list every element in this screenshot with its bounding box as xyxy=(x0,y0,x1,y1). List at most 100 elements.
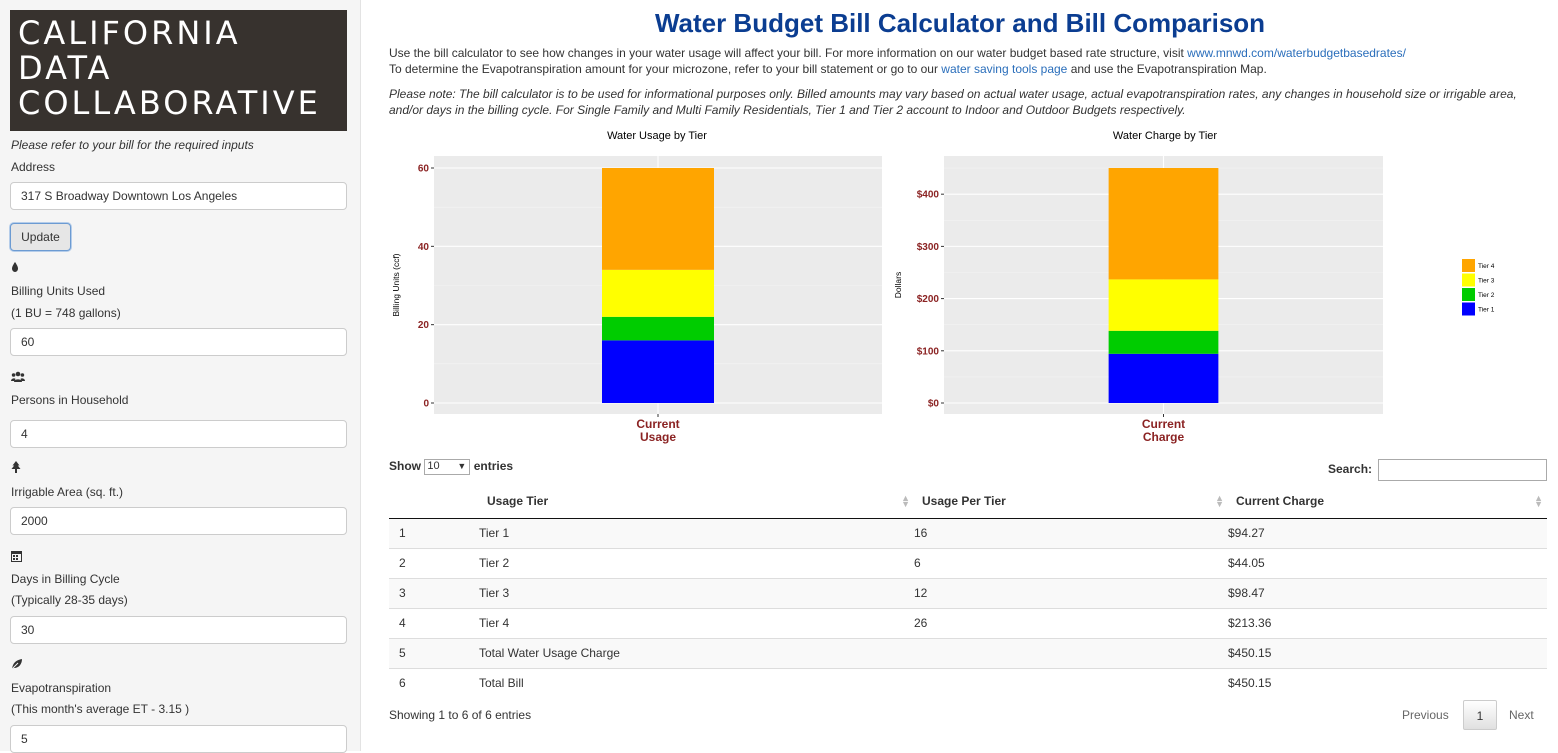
rate-structure-link[interactable]: www.mnwd.com/waterbudgetbasedrates/ xyxy=(1187,46,1406,60)
table-header-row: Usage Tier ▲ ▼ Usage Per Tier ▲ ▼ Current Ch… xyxy=(389,485,1547,519)
evapotranspiration-sublabel: (This month's average ET - 3.15 ) xyxy=(11,702,190,716)
cell-index: 4 xyxy=(389,607,479,638)
cell-usage-tier: Tier 4 xyxy=(479,607,914,638)
show-entries-control: Show 10 ▼ entries xyxy=(389,459,513,475)
billing-units-sublabel: (1 BU = 748 gallons) xyxy=(11,306,121,320)
next-page-button[interactable]: Next xyxy=(1509,708,1534,722)
logo-line: COLLABORATIVE xyxy=(18,84,321,122)
address-input[interactable] xyxy=(10,182,347,210)
bar-segment-tier-3 xyxy=(1108,279,1219,331)
chart-title: Water Charge by Tier xyxy=(1113,130,1217,142)
leaf-icon xyxy=(11,659,22,670)
y-tick-label: 0 xyxy=(423,399,429,410)
cell-index: 6 xyxy=(389,667,479,698)
logo-line: CALIFORNIA xyxy=(18,14,241,52)
page-title: Water Budget Bill Calculator and Bill Co… xyxy=(654,8,1266,38)
irrigable-area-label: Irrigable Area (sq. ft.) xyxy=(11,485,124,499)
table-row: 1 Tier 1 16 $94.27 xyxy=(389,517,1547,548)
irrigable-area-input[interactable] xyxy=(10,507,347,535)
column-header-usage-tier[interactable]: Usage Tier ▲ ▼ xyxy=(479,485,914,519)
days-billing-cycle-label: Days in Billing Cycle xyxy=(11,572,120,586)
bar-segment-tier-2 xyxy=(1108,330,1219,354)
cell-usage-tier: Tier 1 xyxy=(479,517,914,548)
cell-current-charge: $98.47 xyxy=(1228,577,1547,608)
address-label: Address xyxy=(11,160,56,174)
persons-label: Persons in Household xyxy=(11,393,129,407)
cell-current-charge: $94.27 xyxy=(1228,517,1547,548)
x-tick-label: Current xyxy=(636,417,679,431)
chart-title: Water Usage by Tier xyxy=(607,130,707,142)
sidebar: CALIFORNIA DATA COLLABORATIVE Please ref… xyxy=(0,0,361,753)
cell-usage-tier: Tier 2 xyxy=(479,547,914,578)
column-header-label: Current Charge xyxy=(1236,494,1325,509)
bar-segment-tier-4 xyxy=(602,168,714,270)
cell-usage-per-tier: 6 xyxy=(914,547,1228,578)
table-row: 6 Total Bill $450.15 xyxy=(389,667,1547,698)
bar-segment-tier-3 xyxy=(602,269,714,317)
cell-index: 5 xyxy=(389,637,479,668)
y-tick-label: $300 xyxy=(917,242,940,253)
column-header-label: Usage Tier xyxy=(487,494,549,509)
logo-line: DATA xyxy=(18,49,113,87)
y-tick-label: $100 xyxy=(917,346,940,357)
water-saving-tools-link[interactable]: water saving tools page xyxy=(941,62,1068,76)
tree-icon xyxy=(11,461,21,473)
cell-index: 3 xyxy=(389,577,479,608)
bar-segment-tier-1 xyxy=(602,340,714,403)
legend-swatch xyxy=(1462,259,1475,272)
evapotranspiration-label: Evapotranspiration xyxy=(11,681,112,695)
cell-usage-tier: Total Water Usage Charge xyxy=(479,637,914,668)
cell-usage-per-tier xyxy=(914,667,1228,698)
users-icon xyxy=(11,371,25,382)
search-label: Search: xyxy=(1328,462,1373,476)
cell-current-charge: $213.36 xyxy=(1228,607,1547,638)
previous-page-button[interactable]: Previous xyxy=(1402,708,1449,722)
water-drop-icon xyxy=(12,262,18,272)
y-axis-label: Billing Units (ccf) xyxy=(391,253,401,316)
page-1-button[interactable]: 1 xyxy=(1463,700,1497,730)
calendar-icon xyxy=(11,551,22,562)
cell-index: 2 xyxy=(389,547,479,578)
cell-usage-per-tier: 26 xyxy=(914,607,1228,638)
cell-current-charge: $44.05 xyxy=(1228,547,1547,578)
update-button[interactable]: Update xyxy=(10,223,71,251)
y-tick-label: $400 xyxy=(917,190,940,201)
table-search-input[interactable] xyxy=(1378,459,1547,481)
y-tick-label: $200 xyxy=(917,294,940,305)
show-label: Show xyxy=(389,459,421,474)
days-billing-cycle-input[interactable] xyxy=(10,616,347,644)
sort-icon: ▲ ▼ xyxy=(901,493,910,509)
dropdown-arrow-icon: ▼ xyxy=(457,461,467,471)
table-row: 2 Tier 2 6 $44.05 xyxy=(389,547,1547,578)
california-data-collaborative-logo: CALIFORNIA DATA COLLABORATIVE xyxy=(10,10,347,131)
table-info: Showing 1 to 6 of 6 entries xyxy=(389,708,532,722)
billing-units-input[interactable] xyxy=(10,328,347,356)
table-row: 5 Total Water Usage Charge $450.15 xyxy=(389,637,1547,668)
cell-usage-tier: Tier 3 xyxy=(479,577,914,608)
legend-swatch xyxy=(1462,273,1475,287)
intro-text-2: To determine the Evapotranspiration amou… xyxy=(389,62,942,76)
billing-units-label: Billing Units Used xyxy=(11,284,106,298)
cell-usage-per-tier xyxy=(914,637,1228,668)
cell-current-charge: $450.15 xyxy=(1228,637,1547,668)
column-header-usage-per-tier[interactable]: Usage Per Tier ▲ ▼ xyxy=(914,485,1228,519)
charts-area: Water Usage by Tier 0 20 40 60 Current Usage Bi… xyxy=(362,124,1558,454)
bar-segment-tier-2 xyxy=(602,316,714,341)
entries-length-value: 10 xyxy=(427,460,440,472)
sort-icon: ▲ ▼ xyxy=(1215,493,1224,509)
column-header-index[interactable] xyxy=(389,485,479,519)
table-row: 4 Tier 4 26 $213.36 xyxy=(389,607,1547,638)
y-tick-label: 40 xyxy=(418,242,430,253)
legend-label: Tier 3 xyxy=(1478,278,1495,285)
days-billing-cycle-sublabel: (Typically 28-35 days) xyxy=(11,593,128,607)
evapotranspiration-input[interactable] xyxy=(10,725,347,753)
intro-text: Use the bill calculator to see how chang… xyxy=(389,46,1188,60)
cell-current-charge: $450.15 xyxy=(1228,667,1547,698)
persons-input[interactable] xyxy=(10,420,347,448)
cell-index: 1 xyxy=(389,517,479,548)
column-header-current-charge[interactable]: Current Charge ▲ ▼ xyxy=(1228,485,1547,519)
entries-length-select[interactable]: 10 ▼ xyxy=(424,459,471,475)
sidebar-note: Please refer to your bill for the requir… xyxy=(11,138,254,152)
legend-label: Tier 4 xyxy=(1478,263,1495,270)
disclaimer-note: Please note: The bill calculator is to b… xyxy=(389,87,1517,117)
